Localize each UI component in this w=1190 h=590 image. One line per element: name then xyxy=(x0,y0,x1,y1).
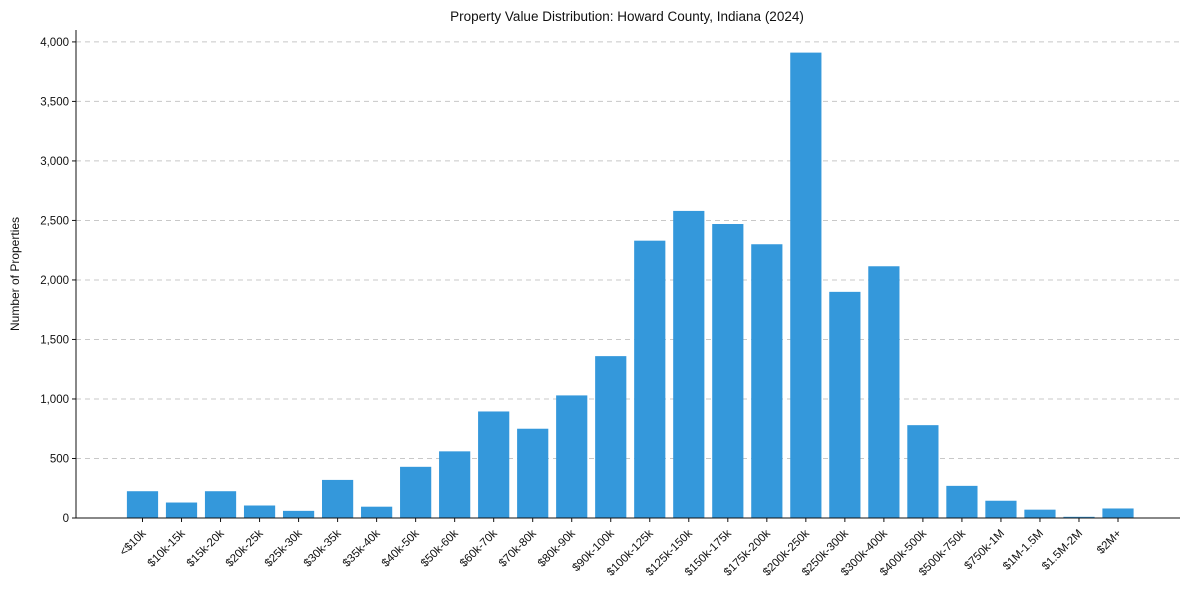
x-tick-label: $50k-60k xyxy=(419,527,461,569)
x-tick-label: $20k-25k xyxy=(224,527,266,569)
x-tick-label: $1.5M-2M xyxy=(1040,528,1085,573)
y-tick-label: 2,000 xyxy=(40,275,69,287)
y-tick-label: 3,000 xyxy=(40,156,69,168)
bar xyxy=(478,411,510,518)
bar xyxy=(556,395,588,518)
bar xyxy=(673,210,705,519)
x-tick-label: $1M-1.5M xyxy=(1001,528,1046,573)
y-tick-label: 4,000 xyxy=(40,37,69,49)
bar xyxy=(595,356,627,518)
bars xyxy=(126,52,1134,519)
bar xyxy=(751,244,783,518)
bar xyxy=(400,466,432,518)
y-tick-label: 1,500 xyxy=(40,334,69,346)
x-tick-label: $30k-35k xyxy=(302,527,344,569)
bar xyxy=(243,505,276,518)
bar xyxy=(361,506,393,518)
x-tick-label: $15k-20k xyxy=(185,527,227,569)
bar xyxy=(1102,508,1134,518)
y-tick-label: 1,000 xyxy=(40,394,69,406)
bar xyxy=(1063,516,1095,518)
bar xyxy=(985,500,1017,518)
bar xyxy=(712,224,744,518)
x-tick-label: $25k-30k xyxy=(263,527,305,569)
bar xyxy=(829,291,861,518)
x-tick-label: $60k-70k xyxy=(458,527,500,569)
y-axis-label: Number of Properties xyxy=(8,217,22,331)
bar xyxy=(790,52,822,519)
bar xyxy=(439,451,471,518)
x-tick-label: <$10k xyxy=(118,527,149,558)
bar xyxy=(322,479,354,518)
y-tick-label: 500 xyxy=(50,453,69,465)
axes xyxy=(75,30,1180,519)
x-tick-label: $10k-15k xyxy=(146,527,188,569)
x-ticks: <$10k$10k-15k$15k-20k$20k-25k$25k-30k$30… xyxy=(118,518,1124,579)
bar xyxy=(946,485,978,518)
y-ticks: 0 500 1,000 1,500 2,000 2,500 3,000 3,500 4,000 xyxy=(40,37,76,525)
x-tick-label: $40k-50k xyxy=(380,527,422,569)
y-tick-label: 0 xyxy=(63,513,69,525)
x-tick-label: $750k-1M xyxy=(962,528,1007,573)
x-tick-label: $70k-80k xyxy=(497,527,539,569)
bar xyxy=(517,428,549,518)
bar xyxy=(204,491,237,518)
y-tick-label: 3,500 xyxy=(40,96,69,108)
bar xyxy=(165,502,198,518)
bar xyxy=(868,266,900,518)
bar xyxy=(907,425,939,518)
x-tick-label: $2M+ xyxy=(1095,527,1124,556)
chart-title: Property Value Distribution: Howard Coun… xyxy=(450,9,804,24)
bar xyxy=(282,510,315,518)
bar xyxy=(1024,509,1056,518)
bar xyxy=(126,491,159,518)
y-tick-label: 2,500 xyxy=(40,215,69,227)
grid-lines xyxy=(76,41,1180,459)
bar xyxy=(634,240,666,519)
x-tick-label: $35k-40k xyxy=(341,527,383,569)
